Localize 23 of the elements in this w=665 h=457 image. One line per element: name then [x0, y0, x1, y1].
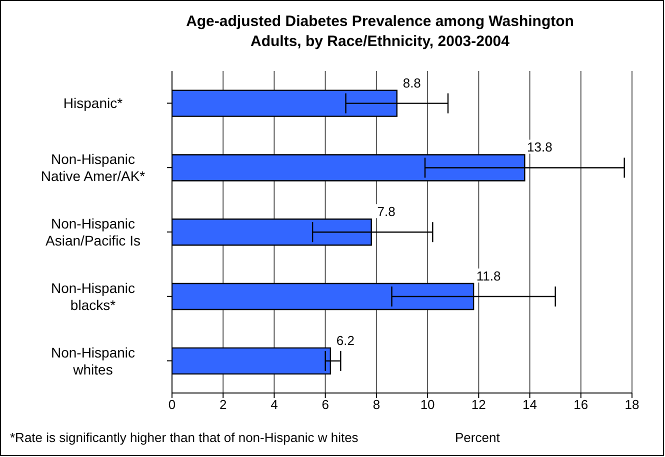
x-tick-label: 6 [322, 397, 329, 412]
text: *Rate is significantly higher than that of non-Hispanic w hites [10, 430, 358, 445]
data-label: 11.8 [476, 268, 501, 284]
y-tick-label: Non-Hispanic Native Amer/AK* [40, 151, 146, 184]
y-tick-label: Non-Hispanic Asian/Pacific Is [46, 216, 140, 248]
x-tick-label: 4 [270, 397, 278, 412]
x-tick-label: 0 [168, 397, 176, 412]
y-tick-label: Non-Hispanic blacks* [50, 280, 136, 313]
x-axis-title: Percent [455, 430, 500, 445]
data-label: 7.8 [377, 204, 396, 220]
y-tick-label: Hispanic* [63, 95, 124, 112]
data-label: 8.8 [402, 75, 421, 90]
x-tick-label: 16 [574, 397, 588, 412]
data-label: 6.2 [336, 332, 354, 348]
x-tick-label: 14 [522, 397, 538, 412]
data-label: 13.8 [527, 140, 552, 155]
x-tick-label: 18 [624, 397, 640, 412]
x-tick-label: 10 [420, 397, 435, 412]
y-tick-label: Non-Hispanic whites [50, 344, 136, 378]
x-tick-label: 8 [372, 397, 380, 412]
x-tick-label: 12 [471, 397, 486, 412]
x-tick-label: 2 [219, 397, 227, 412]
chart-title: Age-adjusted Diabetes Prevalence among Washington Adults, by Race/Ethnicity, 2003-2004 [185, 12, 575, 52]
